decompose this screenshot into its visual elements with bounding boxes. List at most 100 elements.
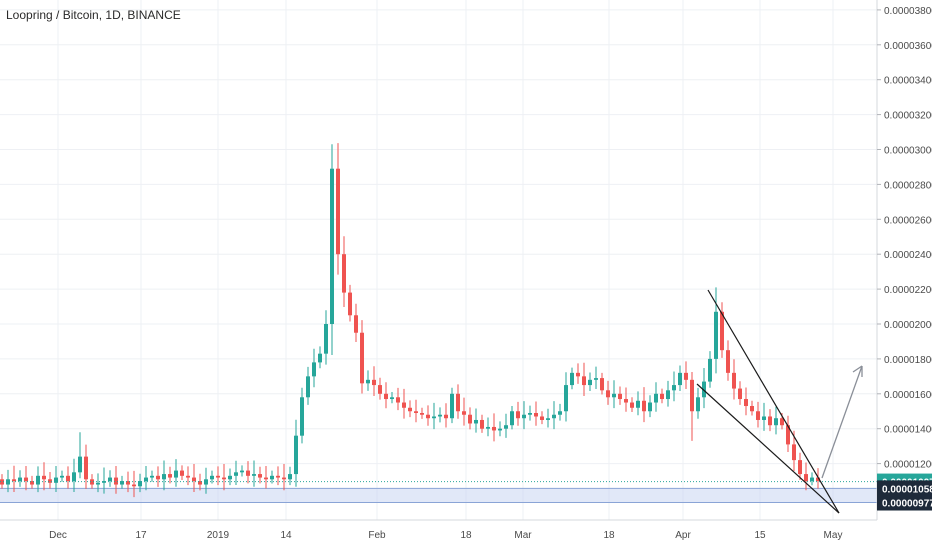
chart-grid [0, 0, 877, 520]
candle-body [702, 381, 706, 398]
candle-body [96, 482, 100, 485]
y-tick-label: 0.00002400 [884, 250, 932, 261]
candle-body [690, 379, 694, 412]
candle-body [240, 470, 244, 473]
candle-body [480, 419, 484, 429]
candle-body [708, 358, 712, 382]
candle-body [324, 324, 328, 354]
candle-body [582, 376, 586, 386]
candle-body [768, 416, 772, 426]
candle-body [246, 470, 250, 476]
y-tick-label: 0.00001400 [884, 425, 932, 436]
candle-body [528, 412, 532, 415]
y-tick-label: 0.00001800 [884, 355, 932, 366]
candle-body [648, 402, 652, 412]
candle-body [522, 414, 526, 419]
candle-body [108, 477, 112, 482]
candle-body [270, 475, 274, 480]
candle-body [24, 477, 28, 482]
candle-body [630, 402, 634, 408]
candle-body [468, 414, 472, 424]
candle-body [426, 414, 430, 419]
candle-body [798, 460, 802, 475]
candle-body [252, 474, 256, 476]
x-tick-label: 14 [280, 530, 292, 541]
candle-body [156, 475, 160, 480]
candle-body [792, 444, 796, 461]
candle-body [414, 411, 418, 413]
candle-body [720, 311, 724, 351]
x-tick-label: 18 [460, 530, 472, 541]
candle-body [162, 474, 166, 480]
candle-body [816, 477, 820, 482]
candle-body [558, 411, 562, 415]
candle-body [168, 474, 172, 478]
candle-body [462, 411, 466, 415]
candle-body [810, 477, 814, 482]
y-tick-label: 0.00003400 [884, 76, 932, 87]
wedge-upper-line [707, 289, 840, 514]
candle-body [384, 393, 388, 400]
candle-body [504, 425, 508, 429]
candle-body [186, 475, 190, 478]
time-axis: Dec 17 2019 14 Feb 18 Mar 18 Apr 15 May [49, 530, 842, 541]
candle-body [204, 479, 208, 485]
candle-body [42, 475, 46, 480]
candle-body [174, 470, 178, 478]
candle-body [654, 393, 658, 403]
y-tick-label: 0.00003000 [884, 146, 932, 157]
candle-body [36, 475, 40, 485]
candle-body [588, 379, 592, 386]
candle-body [102, 481, 106, 483]
drawing-overlays [0, 289, 877, 514]
chart-title: Loopring / Bitcoin, 1D, BINANCE [6, 8, 181, 22]
candle-body [456, 393, 460, 412]
candle-body [12, 479, 16, 482]
x-tick-label: 15 [754, 530, 766, 541]
candle-body [378, 385, 382, 394]
y-tick-label: 0.00001600 [884, 390, 932, 401]
candle-body [438, 414, 442, 417]
candle-body [516, 411, 520, 419]
candle-body [312, 362, 316, 377]
candle-body [54, 477, 58, 483]
candle-body [210, 475, 214, 480]
projection-arrow-head [852, 365, 863, 377]
candle-body [336, 168, 340, 255]
candle-body [366, 379, 370, 384]
candle-body [348, 292, 352, 316]
candle-body [114, 477, 118, 485]
price-label-box [877, 494, 932, 511]
candle-body [498, 428, 502, 431]
candle-body [60, 475, 64, 478]
candle-body [66, 475, 70, 482]
candle-body [180, 470, 184, 476]
candle-body [360, 332, 364, 384]
candle-body [624, 399, 628, 403]
y-tick-label: 0.00002000 [884, 320, 932, 331]
candle-body [288, 474, 292, 480]
candle-body [282, 477, 286, 480]
candle-body [228, 475, 232, 480]
candle-body [144, 477, 148, 482]
candle-body [660, 393, 664, 400]
candle-body [6, 479, 10, 485]
x-tick-label: May [824, 530, 843, 541]
x-tick-label: 2019 [207, 530, 230, 541]
candle-body [804, 474, 808, 482]
candle-body [264, 477, 268, 480]
candle-body [750, 406, 754, 412]
candle-body [714, 311, 718, 359]
candle-body [330, 168, 334, 324]
candle-body [642, 400, 646, 412]
candle-body [84, 456, 88, 480]
candle-body [372, 379, 376, 386]
candle-body [612, 393, 616, 398]
candlestick-series [0, 143, 820, 498]
candle-body [432, 416, 436, 419]
candle-body [0, 479, 4, 485]
price-axis: 0.00003800 0.00003600 0.00003400 0.00003200… [877, 6, 932, 471]
candle-body [540, 416, 544, 420]
x-tick-label: Dec [49, 530, 67, 541]
